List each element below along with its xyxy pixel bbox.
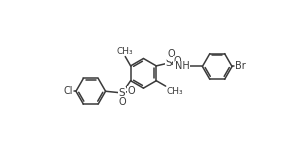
Text: CH₃: CH₃ <box>117 47 133 56</box>
Text: O: O <box>173 56 181 67</box>
Text: CH₃: CH₃ <box>166 87 183 96</box>
Text: S: S <box>119 88 126 98</box>
Text: Cl: Cl <box>64 86 73 96</box>
Text: O: O <box>127 86 135 96</box>
Text: Br: Br <box>235 61 246 71</box>
Text: O: O <box>118 97 126 107</box>
Text: NH: NH <box>175 61 190 71</box>
Text: S: S <box>165 58 171 68</box>
Text: O: O <box>168 49 175 60</box>
